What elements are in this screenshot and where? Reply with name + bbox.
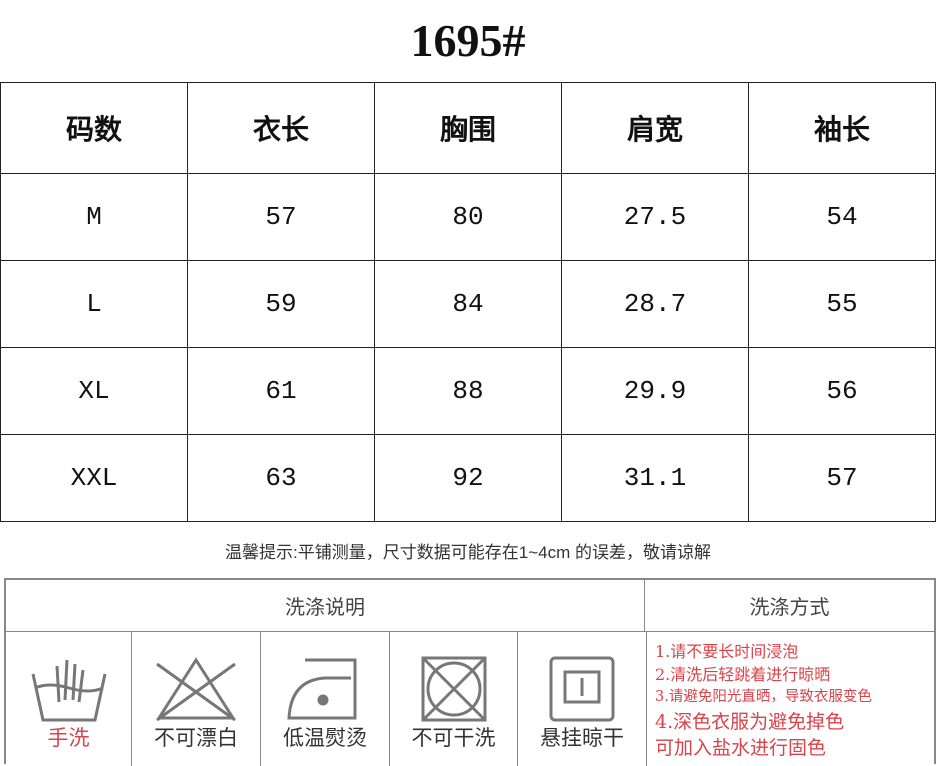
wash-methods-list: 1.请不要长时间浸泡 2.清洗后轻跳着进行晾晒 3.请避免阳光直晒，导致衣服变色… <box>647 632 936 766</box>
icon-label: 悬挂晾干 <box>540 727 624 750</box>
wash-method-item: 2.清洗后轻跳着进行晾晒 <box>655 665 831 684</box>
header-cell: 码数 <box>0 82 188 174</box>
low-iron-icon <box>287 658 357 720</box>
wash-instructions: 洗涤说明 洗涤方式 手洗 不可漂白 低温熨烫 不可干洗 悬挂晾干 1.请不要长时… <box>4 578 936 766</box>
cell: 54 <box>748 173 936 261</box>
size-table: 码数 衣长 胸围 肩宽 袖长 M 57 80 27.5 54 L 59 84 28.7 55 X… <box>0 82 936 522</box>
wash-method-item: 1.请不要长时间浸泡 <box>655 642 799 661</box>
header-cell: 胸围 <box>374 82 562 174</box>
no-bleach-icon <box>156 657 236 722</box>
cell: XL <box>0 347 188 435</box>
wash-method-item: 3.请避免阳光直晒，导致衣服变色 <box>655 689 872 705</box>
cell: 55 <box>748 260 936 348</box>
table-row: L 59 84 28.7 55 <box>0 260 936 348</box>
cell: 61 <box>187 347 375 435</box>
table-row: XXL 63 92 31.1 57 <box>0 434 936 522</box>
header-cell: 袖长 <box>748 82 936 174</box>
wash-icon-cell: 悬挂晾干 <box>518 632 647 766</box>
cell: 57 <box>187 173 375 261</box>
cell: 29.9 <box>561 347 749 435</box>
wash-method-item: 可加入盐水进行固色 <box>655 737 827 759</box>
product-code-title: 1695# <box>410 15 526 66</box>
cell: 56 <box>748 347 936 435</box>
wash-icon-cell: 手洗 <box>6 632 132 766</box>
cell: 88 <box>374 347 562 435</box>
table-header-row: 码数 衣长 胸围 肩宽 袖长 <box>0 82 936 174</box>
cell: 27.5 <box>561 173 749 261</box>
cell: L <box>0 260 188 348</box>
wash-icon-cell: 低温熨烫 <box>261 632 390 766</box>
cell: 28.7 <box>561 260 749 348</box>
cell: 57 <box>748 434 936 522</box>
wash-icon-cell: 不可干洗 <box>390 632 518 766</box>
icon-label: 不可漂白 <box>154 727 238 750</box>
wash-left-header: 洗涤说明 <box>6 580 645 632</box>
cell: 31.1 <box>561 434 749 522</box>
cell: 80 <box>374 173 562 261</box>
icon-label: 不可干洗 <box>411 727 496 750</box>
header-cell: 肩宽 <box>561 82 749 174</box>
icon-label: 手洗 <box>47 727 90 750</box>
table-row: M 57 80 27.5 54 <box>0 173 936 261</box>
cell: XXL <box>0 434 188 522</box>
cell: 84 <box>374 260 562 348</box>
cell: 92 <box>374 434 562 522</box>
wash-right-header: 洗涤方式 <box>645 580 934 632</box>
icon-label: 低温熨烫 <box>283 727 367 750</box>
hang-dry-icon <box>549 656 615 722</box>
cell: 63 <box>187 434 375 522</box>
cell: M <box>0 173 188 261</box>
no-dry-clean-icon <box>421 656 486 722</box>
table-row: XL 61 88 29.9 56 <box>0 347 936 435</box>
cell: 59 <box>187 260 375 348</box>
wash-icon-cell: 不可漂白 <box>132 632 261 766</box>
hand-wash-icon <box>31 659 106 722</box>
header-cell: 衣长 <box>187 82 375 174</box>
measurement-note: 温馨提示:平铺测量，尺寸数据可能存在1~4cm 的误差，敬请谅解 <box>225 543 711 562</box>
wash-method-item: 4.深色衣服为避免掉色 <box>655 711 845 733</box>
